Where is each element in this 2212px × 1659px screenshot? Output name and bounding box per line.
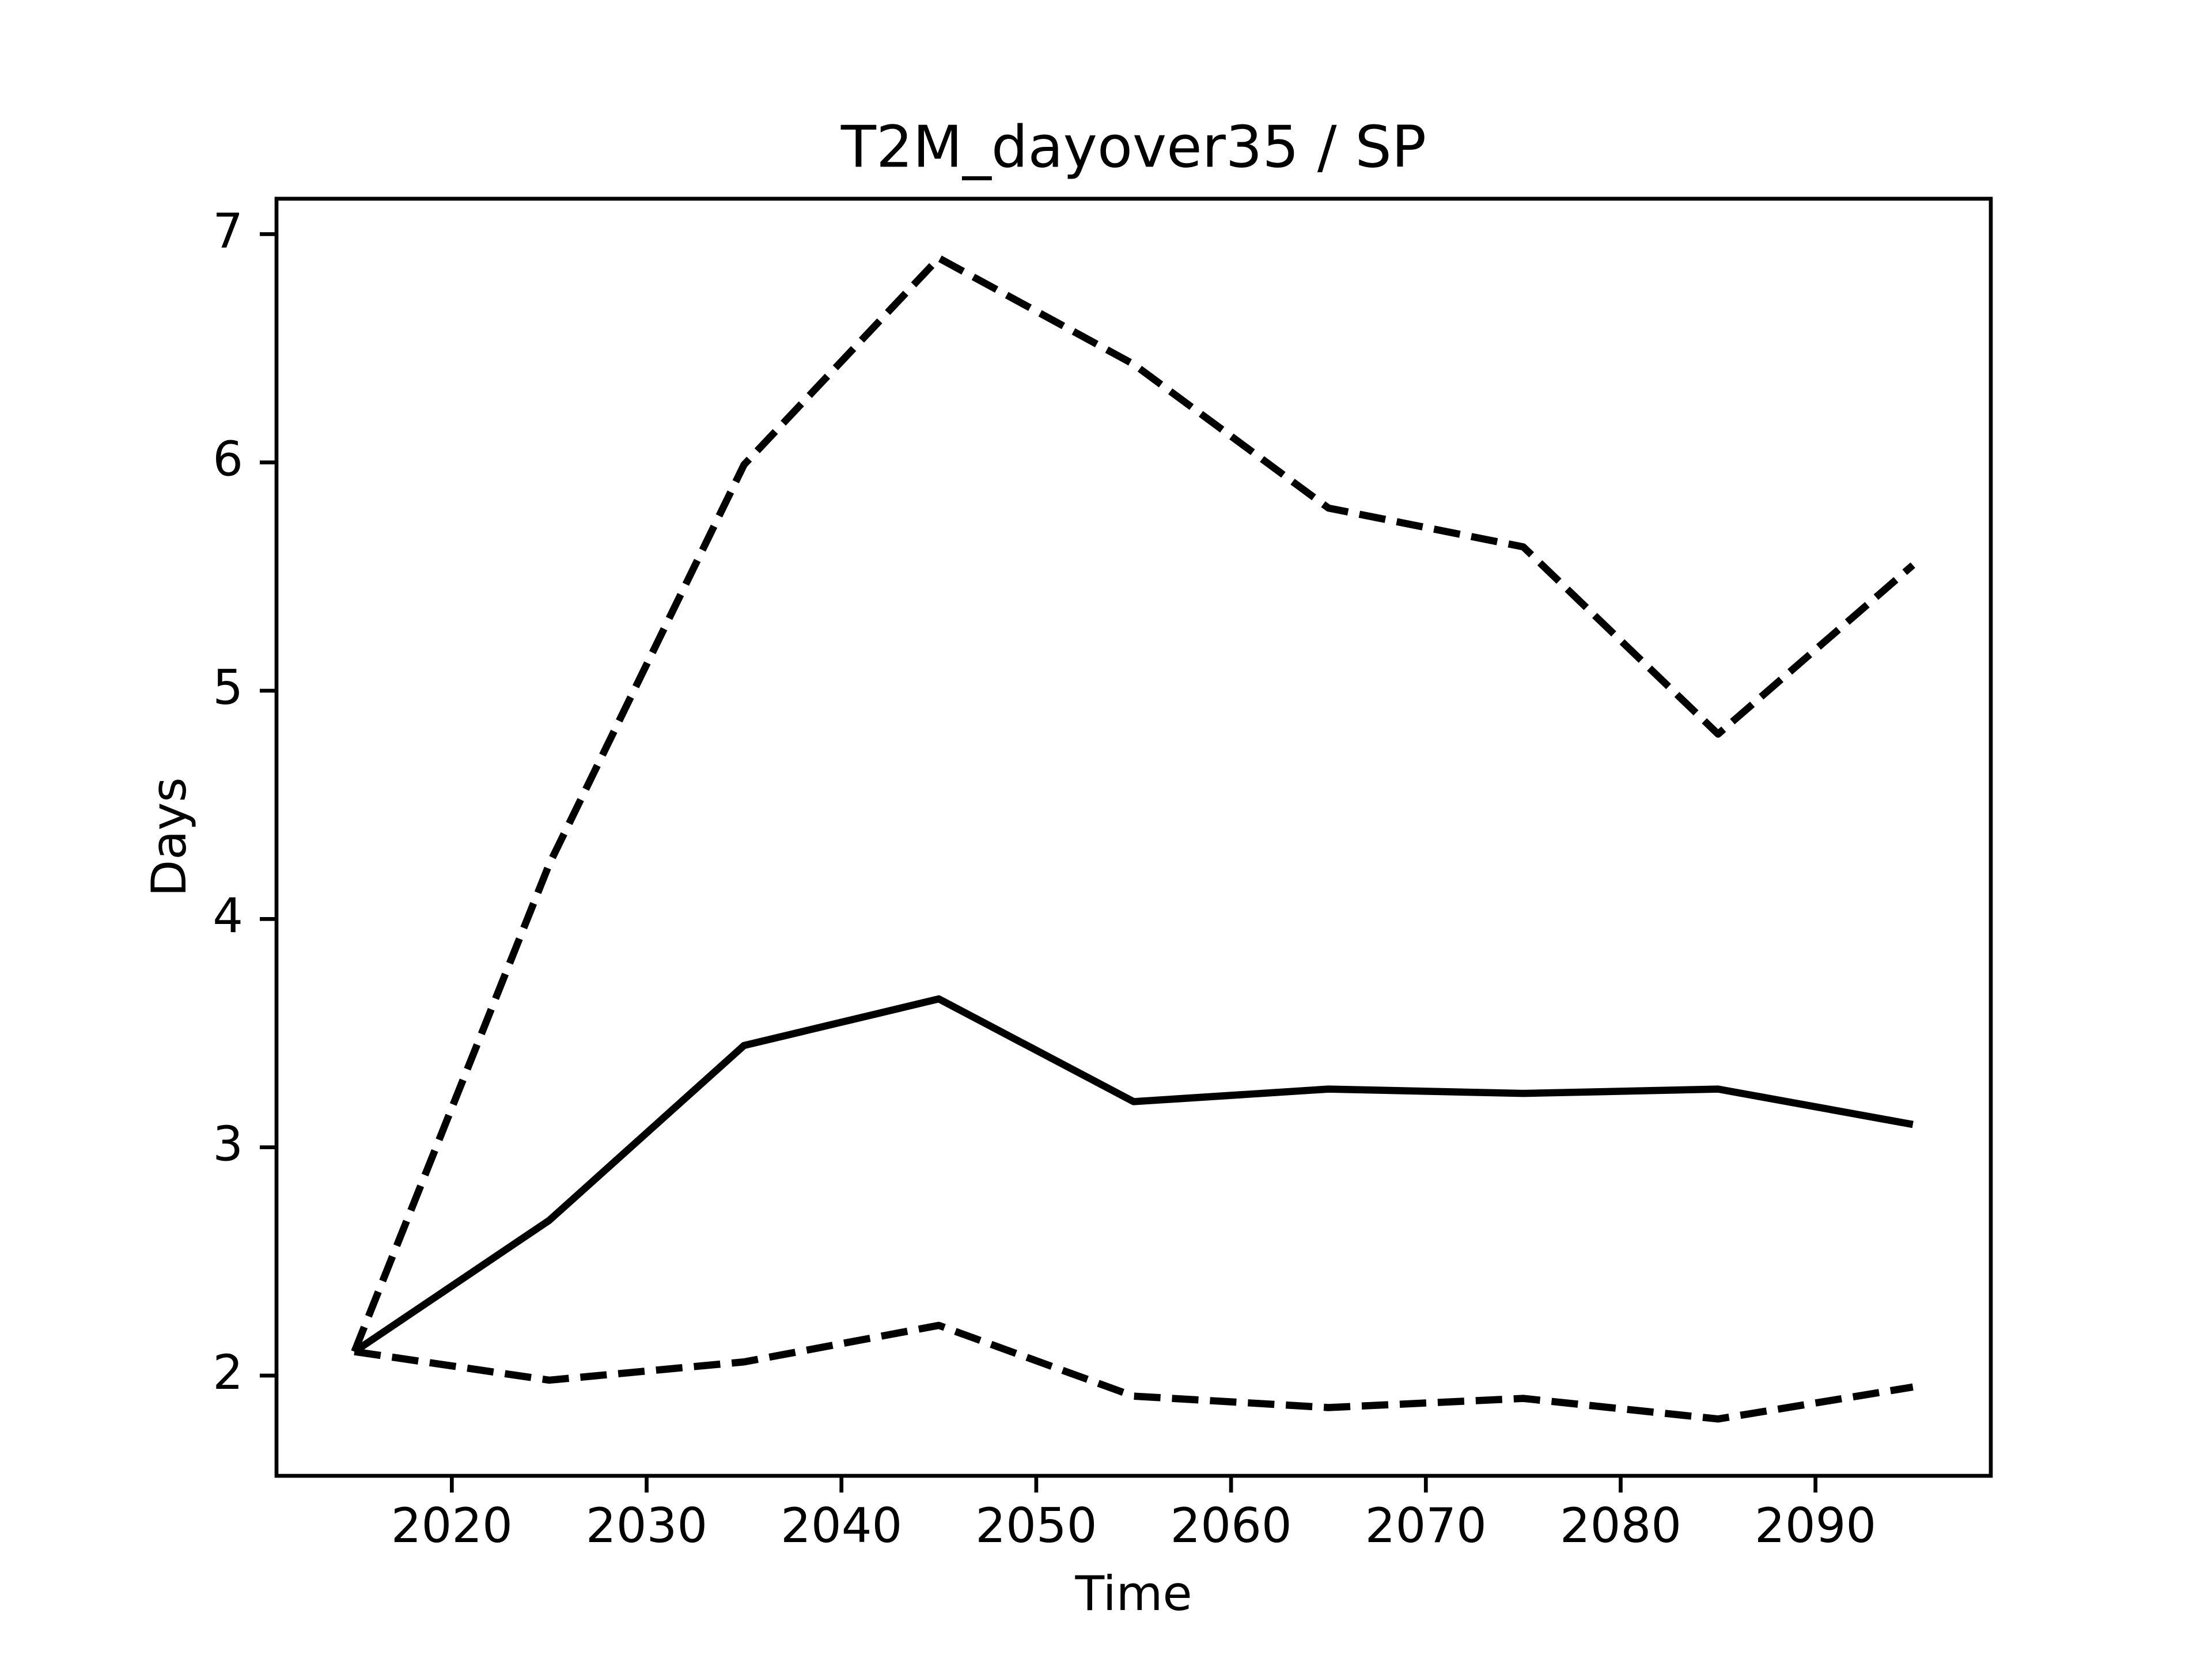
- x-tick-label: 2070: [1365, 1498, 1487, 1554]
- x-tick-label: 2090: [1755, 1498, 1876, 1554]
- y-tick-label: 2: [213, 1344, 243, 1400]
- chart-title: T2M_dayover35 / SP: [840, 113, 1426, 180]
- y-tick-label: 4: [213, 888, 243, 944]
- y-axis-label: Days: [141, 777, 197, 896]
- x-axis-label: Time: [1074, 1566, 1192, 1622]
- x-tick-label: 2040: [781, 1498, 902, 1554]
- y-tick-label: 5: [213, 660, 243, 715]
- x-tick-label: 2060: [1170, 1498, 1291, 1554]
- x-tick-label: 2030: [586, 1498, 707, 1554]
- x-tick-label: 2080: [1560, 1498, 1681, 1554]
- line: [351, 254, 1915, 1353]
- y-tick-label: 7: [213, 203, 243, 259]
- x-tick-label: 2050: [975, 1498, 1097, 1554]
- x-tick-label: 2020: [391, 1498, 513, 1554]
- plot-frame: [274, 196, 1993, 1478]
- y-tick-label: 6: [213, 431, 243, 487]
- y-tick-label: 3: [213, 1116, 243, 1172]
- line: [352, 995, 1914, 1355]
- line: [354, 1321, 1914, 1423]
